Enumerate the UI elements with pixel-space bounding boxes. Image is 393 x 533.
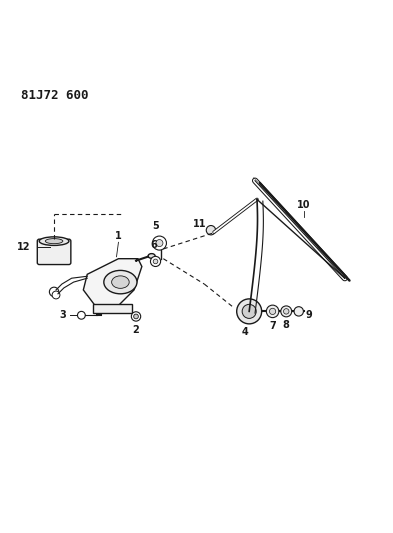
Circle shape bbox=[156, 239, 163, 247]
Circle shape bbox=[52, 291, 60, 299]
Circle shape bbox=[237, 299, 262, 324]
Ellipse shape bbox=[45, 239, 63, 244]
Text: 11: 11 bbox=[193, 220, 206, 229]
Ellipse shape bbox=[148, 254, 155, 259]
Text: 12: 12 bbox=[17, 242, 31, 252]
Text: 4: 4 bbox=[242, 327, 249, 337]
Ellipse shape bbox=[104, 270, 137, 294]
Text: 7: 7 bbox=[269, 321, 276, 331]
Circle shape bbox=[206, 225, 216, 235]
Circle shape bbox=[131, 312, 141, 321]
Text: 3: 3 bbox=[59, 310, 66, 320]
Circle shape bbox=[283, 309, 289, 314]
Ellipse shape bbox=[39, 237, 69, 245]
Circle shape bbox=[266, 305, 279, 318]
Circle shape bbox=[153, 259, 158, 264]
Circle shape bbox=[281, 306, 292, 317]
Circle shape bbox=[77, 311, 85, 319]
Circle shape bbox=[294, 306, 303, 316]
Polygon shape bbox=[83, 259, 142, 305]
Text: 10: 10 bbox=[297, 200, 310, 210]
FancyBboxPatch shape bbox=[37, 239, 71, 264]
Circle shape bbox=[50, 287, 59, 296]
Circle shape bbox=[242, 304, 256, 318]
Text: 81J72 600: 81J72 600 bbox=[21, 89, 88, 102]
Text: 5: 5 bbox=[152, 221, 159, 231]
Circle shape bbox=[270, 308, 276, 314]
Circle shape bbox=[152, 236, 167, 250]
Circle shape bbox=[134, 314, 138, 319]
Text: 2: 2 bbox=[133, 326, 140, 335]
Text: 9: 9 bbox=[306, 310, 312, 320]
Ellipse shape bbox=[112, 276, 129, 288]
FancyBboxPatch shape bbox=[93, 304, 132, 313]
Text: 1: 1 bbox=[115, 231, 122, 241]
Text: 6: 6 bbox=[150, 240, 157, 250]
Circle shape bbox=[151, 256, 161, 266]
Text: 8: 8 bbox=[283, 320, 290, 330]
